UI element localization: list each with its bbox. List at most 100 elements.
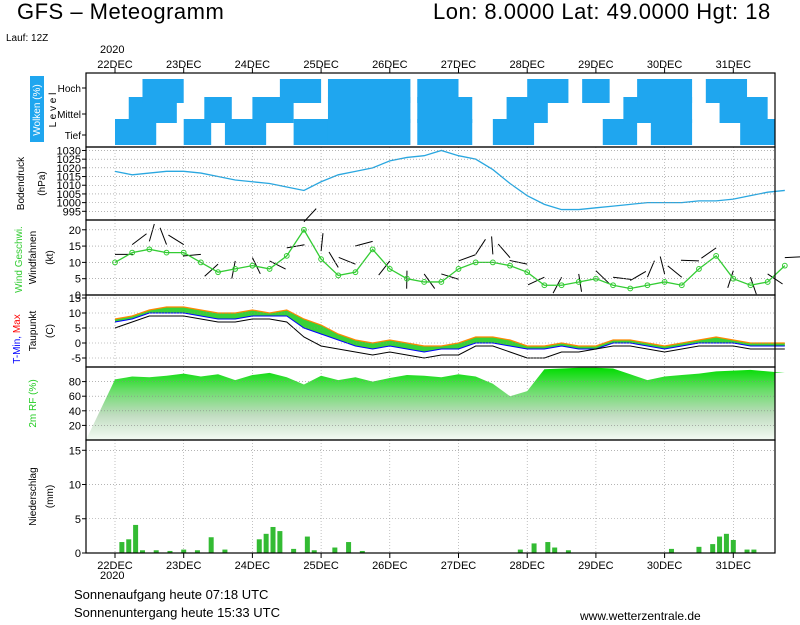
cloud-block xyxy=(527,79,569,103)
wind-speed-point xyxy=(421,279,428,285)
precip-bar xyxy=(291,548,297,553)
temperature-band xyxy=(115,307,785,352)
y-tick-label: 0 xyxy=(75,338,81,350)
precip-bar xyxy=(139,550,145,553)
y-tick-label: 10 xyxy=(69,308,81,320)
precip-bar xyxy=(256,539,262,553)
date-label-top: 31DEC xyxy=(716,59,752,71)
wind-barb xyxy=(320,233,324,252)
date-label-bottom: 25DEC xyxy=(303,560,339,572)
wind-speed-point xyxy=(112,259,118,266)
wind-speed-point xyxy=(696,266,702,272)
humidity-area xyxy=(86,367,785,440)
wind-barb xyxy=(659,256,666,275)
wind-barb xyxy=(527,276,545,286)
date-label-bottom: 24DEC xyxy=(235,560,271,572)
precip-bar xyxy=(311,550,317,553)
wind-speed-point xyxy=(764,279,771,285)
wind-speed-point xyxy=(524,269,531,276)
y-tick-label: 1010 xyxy=(57,180,81,192)
y-tick-label: -5 xyxy=(71,353,81,365)
wind-barb xyxy=(667,265,683,278)
y-tick-label: 10 xyxy=(69,257,81,269)
cloud-label-bg xyxy=(30,76,44,142)
date-label-bottom: 26DEC xyxy=(372,560,408,572)
cloud-level-tief: Tief xyxy=(65,131,82,142)
panel-background-1 xyxy=(86,147,775,220)
wind-speed-point xyxy=(489,259,496,266)
precip-bar xyxy=(710,544,716,553)
humidity-axis-label: 2m RF (%) xyxy=(28,379,39,427)
wind-speed-point xyxy=(335,272,342,279)
date-label-top: 23DEC xyxy=(166,59,202,71)
wind-speed-point xyxy=(266,266,273,272)
wind-speed-point xyxy=(644,282,651,289)
wind-speed-point xyxy=(781,262,788,269)
dewpoint-axis-label: Taupunkt xyxy=(28,310,39,351)
wind-speed-point xyxy=(283,252,290,259)
date-label-top: 27DEC xyxy=(441,59,477,71)
cloud-block xyxy=(650,119,693,145)
wind-barb xyxy=(355,240,373,247)
precip-bar xyxy=(304,536,310,553)
wind-barb xyxy=(131,233,147,246)
wind-barb xyxy=(578,273,583,292)
panel-background-3 xyxy=(86,295,775,367)
y-tick-label: 1000 xyxy=(57,198,81,210)
wind-barb xyxy=(159,227,167,245)
wind-barb xyxy=(286,244,305,249)
y-tick-label: 1030 xyxy=(57,145,81,157)
cloud-block xyxy=(327,119,411,145)
wind-axis-label: Wind Geschwi. xyxy=(14,226,25,293)
y-tick-label: 0 xyxy=(75,290,81,302)
panel-border-5 xyxy=(85,439,776,554)
wind-barb xyxy=(750,277,757,295)
precip-bar xyxy=(545,542,551,553)
windfahnen-label: Windfahnen xyxy=(28,231,39,284)
wind-speed-point xyxy=(180,249,187,256)
cloud-block xyxy=(115,119,157,145)
precip-bar xyxy=(668,548,674,553)
cloud-block xyxy=(637,79,693,103)
cloud-level-hoch: Hoch xyxy=(58,84,81,95)
precip-bar xyxy=(126,539,132,553)
cloud-level-caption: L e v e l xyxy=(48,93,59,128)
precip-bar xyxy=(517,549,523,553)
wind-speed-point xyxy=(352,269,359,276)
precip-bar xyxy=(277,531,283,553)
wind-barb xyxy=(646,260,655,278)
wind-speed-point xyxy=(678,282,685,289)
wind-unit-label: (kt) xyxy=(45,250,56,264)
y-tick-label: 1015 xyxy=(57,172,81,184)
wind-barb xyxy=(595,270,610,284)
wind-barb xyxy=(680,259,699,262)
website-link[interactable]: www.wetterzentrale.de xyxy=(580,609,701,623)
y-tick-label: 10 xyxy=(69,480,81,492)
wind-barb xyxy=(182,253,201,257)
wind-speed-point xyxy=(386,266,393,272)
sunset-text: Sonnenuntergang heute 15:33 UTC xyxy=(74,605,280,620)
tmax-line xyxy=(114,306,785,347)
date-label-bottom: 31DEC xyxy=(716,560,752,572)
y-tick-label: 5 xyxy=(75,323,81,335)
precip-bar xyxy=(552,547,558,553)
date-label-bottom: 28DEC xyxy=(509,560,545,572)
cloud-block xyxy=(204,97,232,123)
precip-bar xyxy=(723,533,729,553)
y-tick-label: 15 xyxy=(69,241,81,253)
y-tick-label: 15 xyxy=(69,445,81,457)
wind-speed-point xyxy=(610,282,616,289)
wind-speed-point xyxy=(507,262,513,269)
dewpoint-line xyxy=(114,315,785,359)
location-readout: Lon: 8.0000 Lat: 49.0000 Hgt: 18 xyxy=(433,0,771,24)
y-tick-label: 15 xyxy=(69,293,81,305)
wind-speed-point xyxy=(318,256,325,263)
wind-barb xyxy=(148,223,155,242)
year-label-bottom: 2020 xyxy=(100,570,125,582)
precip-bar xyxy=(208,537,214,553)
wind-speed-point xyxy=(215,269,221,276)
date-label-top: 25DEC xyxy=(303,59,339,71)
wind-speed-point xyxy=(438,279,445,285)
precip-bar xyxy=(153,550,159,553)
wind-barb xyxy=(441,273,459,280)
